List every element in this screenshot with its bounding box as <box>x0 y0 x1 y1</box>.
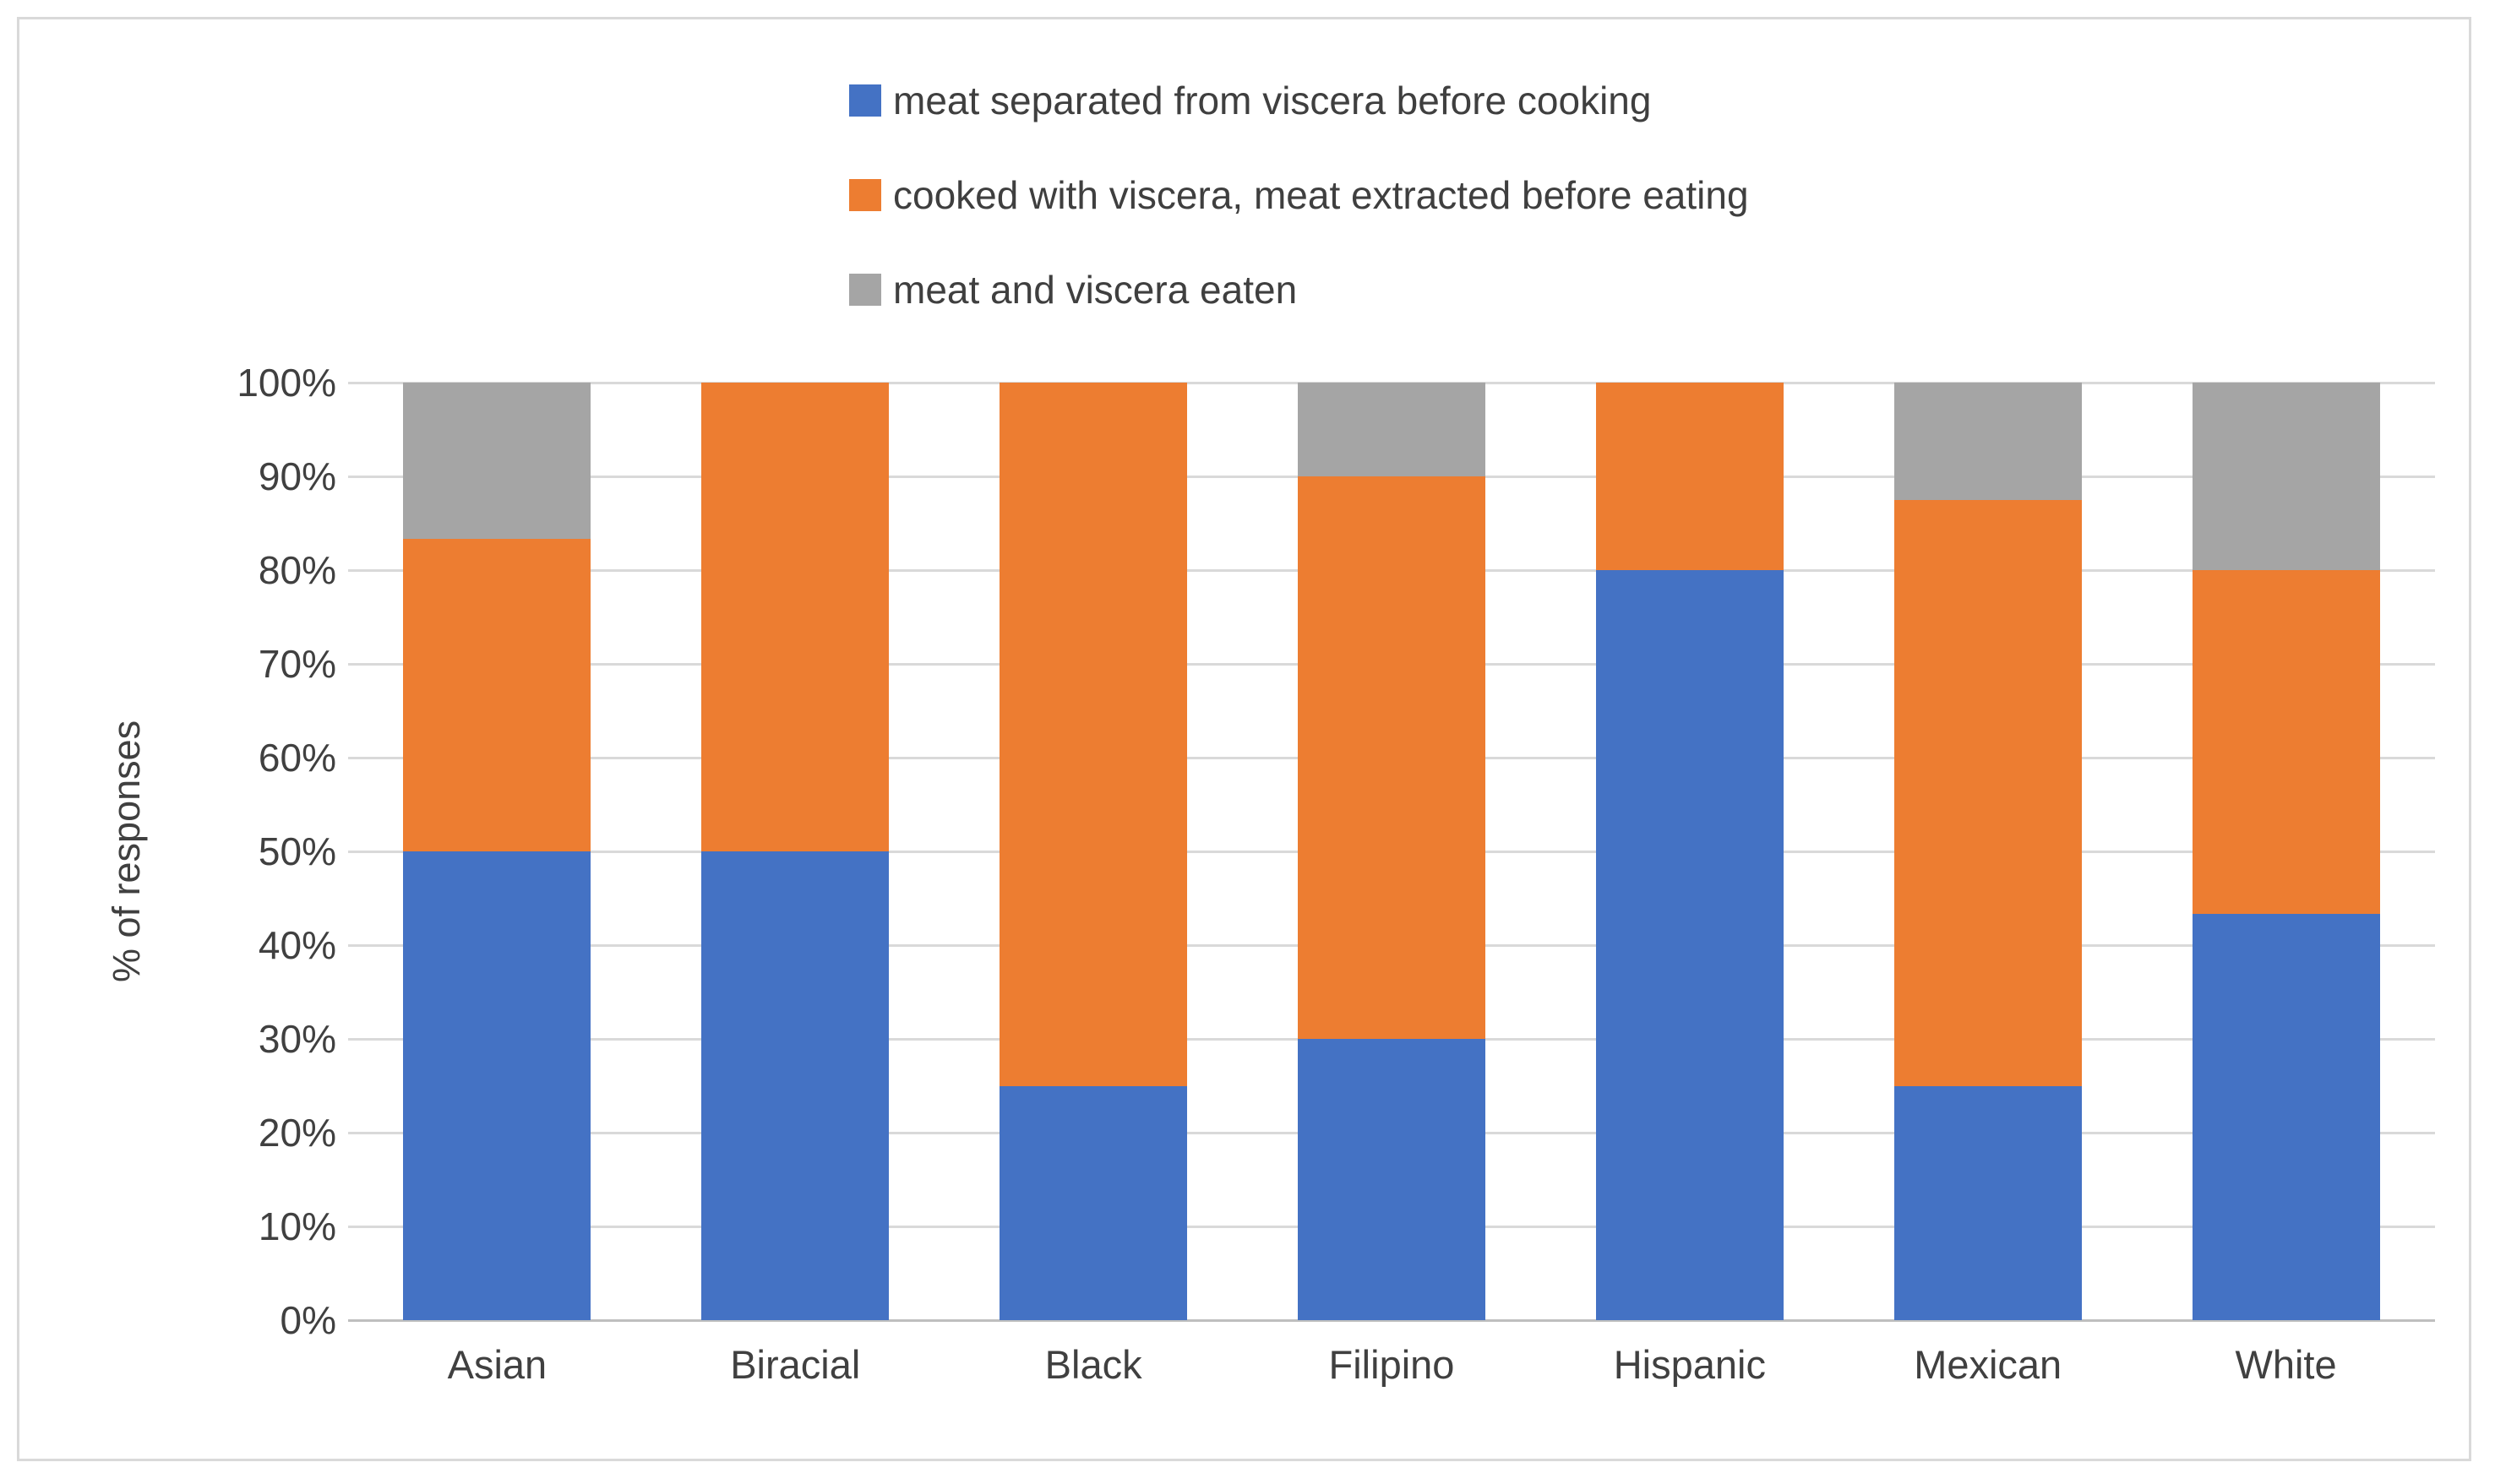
bar-segment <box>403 539 591 851</box>
y-tick-label: 0% <box>280 1298 336 1342</box>
bar-segment <box>1298 476 1485 1039</box>
legend-item: meat separated from viscera before cooki… <box>849 81 1749 120</box>
legend-swatch-icon <box>849 84 881 117</box>
y-tick-label: 10% <box>258 1204 336 1248</box>
bar-segment <box>1298 1039 1485 1320</box>
legend-label: meat separated from viscera before cooki… <box>893 79 1652 122</box>
bar-segment <box>1893 1085 2082 1320</box>
bar-segment <box>1000 1085 1188 1320</box>
bar-segment <box>1000 383 1188 1086</box>
bar-segment <box>403 851 591 1320</box>
bar-segment <box>2192 914 2380 1320</box>
legend-swatch-icon <box>849 179 881 211</box>
bar-hispanic <box>1595 383 1784 1320</box>
bar-mexican <box>1893 383 2082 1320</box>
x-category-label: White <box>2235 1342 2337 1387</box>
bar-asian <box>403 383 591 1320</box>
plot-area <box>348 381 2435 1322</box>
y-tick-label: 30% <box>258 1017 336 1061</box>
x-category-label: Hispanic <box>1613 1342 1766 1387</box>
legend-swatch-icon <box>849 274 881 306</box>
legend-item: cooked with viscera, meat extracted befo… <box>849 176 1749 215</box>
bar-segment <box>1893 499 2082 1086</box>
bar-segment <box>1298 383 1485 476</box>
bar-biracial <box>701 383 890 1320</box>
y-tick-label: 40% <box>258 923 336 967</box>
bar-segment <box>1893 383 2082 500</box>
bar-segment <box>1595 383 1784 570</box>
y-tick-label: 80% <box>258 548 336 592</box>
bar-filipino <box>1298 383 1485 1320</box>
bar-segment <box>1595 570 1784 1320</box>
x-category-label: Black <box>1044 1342 1142 1387</box>
x-category-label: Filipino <box>1328 1342 1455 1387</box>
x-category-label: Asian <box>447 1342 547 1387</box>
legend-label: meat and viscera eaten <box>893 268 1298 312</box>
bar-white <box>2192 383 2380 1320</box>
y-tick-label: 90% <box>258 454 336 498</box>
y-tick-label: 70% <box>258 642 336 686</box>
bar-segment <box>701 851 890 1320</box>
chart-legend: meat separated from viscera before cooki… <box>849 81 1749 309</box>
y-tick-label: 100% <box>237 361 336 405</box>
bar-black <box>1000 383 1188 1320</box>
bar-segment <box>2192 383 2380 571</box>
y-tick-label: 60% <box>258 736 336 780</box>
bar-segment <box>701 383 890 851</box>
x-category-label: Mexican <box>1914 1342 2062 1387</box>
y-tick-label: 20% <box>258 1111 336 1155</box>
x-axis-line <box>348 1318 2435 1322</box>
bar-segment <box>403 383 591 540</box>
x-category-label: Biracial <box>730 1342 861 1387</box>
y-tick-label: 50% <box>258 829 336 873</box>
legend-label: cooked with viscera, meat extracted befo… <box>893 173 1749 217</box>
legend-item: meat and viscera eaten <box>849 270 1749 309</box>
bar-segment <box>2192 570 2380 915</box>
y-axis-title: % of responses <box>105 720 148 983</box>
